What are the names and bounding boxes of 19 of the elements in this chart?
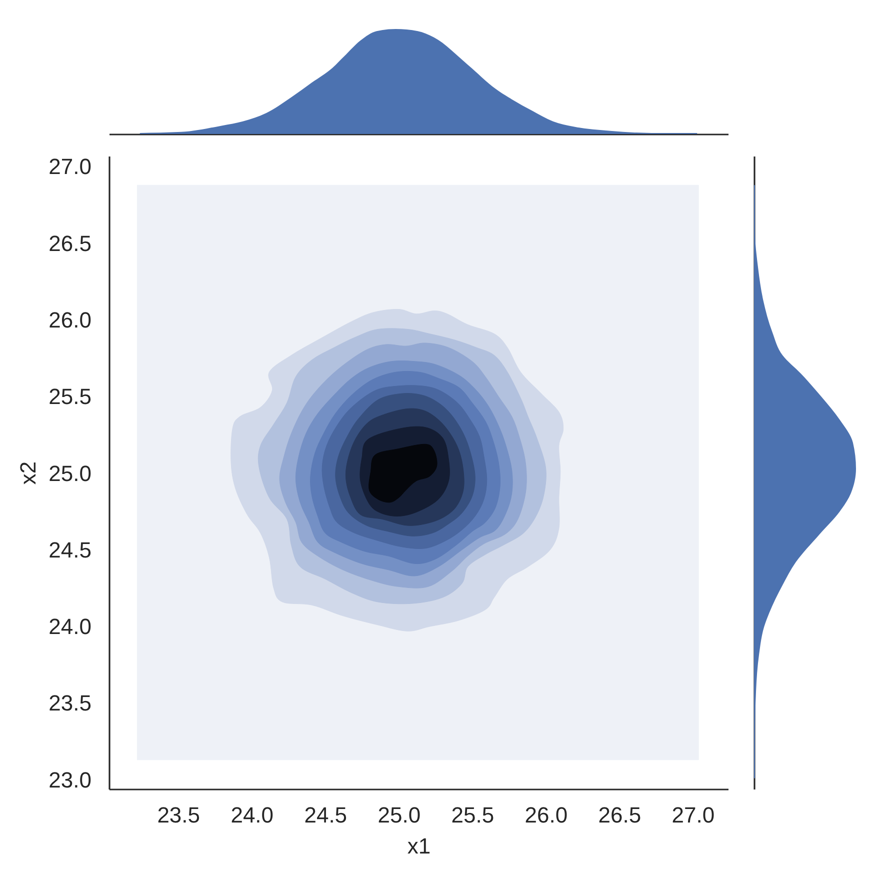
y-tick-label: 23.5	[48, 690, 92, 716]
x-tick-label: 25.5	[451, 802, 494, 828]
y-tick-label: 27.0	[48, 154, 92, 180]
y-tick-label: 24.0	[48, 614, 92, 640]
x-tick-label: 24.0	[230, 802, 274, 828]
y-tick-label: 25.0	[48, 460, 92, 486]
x-tick-label: 26.5	[598, 802, 642, 828]
x-tick-label: 23.5	[157, 802, 200, 828]
x-tick-label: 25.0	[378, 802, 421, 828]
y-tick-label: 23.0	[48, 767, 92, 792]
x-tick-label: 27.0	[672, 802, 715, 828]
y-axis-title: x2	[16, 461, 41, 485]
y-tick-label: 25.5	[48, 384, 92, 410]
x-tick-label: 26.0	[524, 802, 568, 828]
x-tick-label: 24.5	[304, 802, 348, 828]
x-axis-title: x1	[407, 834, 431, 858]
y-tick-label: 26.0	[48, 308, 92, 332]
y-tick-label: 26.5	[48, 230, 92, 256]
y-tick-label: 24.5	[48, 537, 92, 562]
